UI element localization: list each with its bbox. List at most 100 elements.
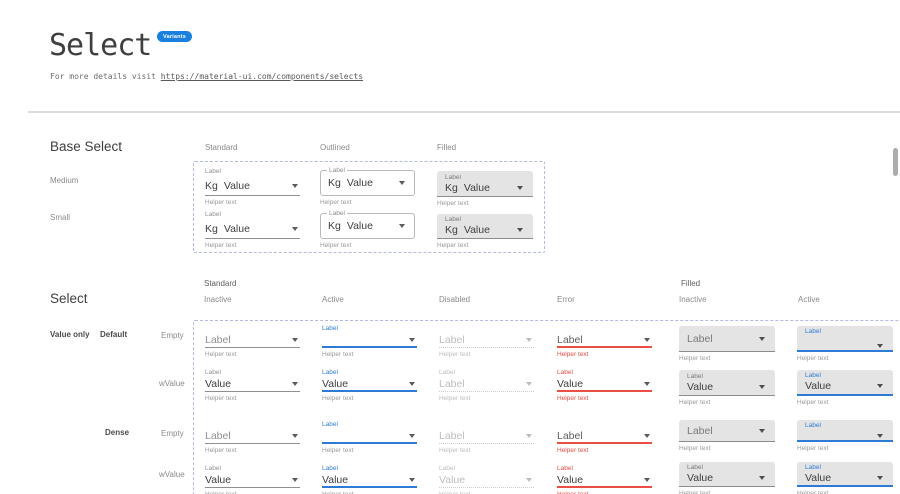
helper-text: Helper text <box>439 491 534 494</box>
select-value: Value <box>205 474 232 486</box>
select-dense-error-empty[interactable]: Label Helper text <box>557 420 652 454</box>
helper-text: Helper text <box>557 491 652 494</box>
select-dense-inactive-wvalue[interactable]: Label Value Helper text <box>205 464 300 494</box>
helper-text: Helper text <box>205 395 237 402</box>
dropdown-arrow-icon <box>399 181 405 185</box>
select-label: Label <box>322 421 338 428</box>
select-value: Label <box>439 378 465 390</box>
dropdown-arrow-icon <box>409 337 415 342</box>
column-header-active: Active <box>322 295 344 304</box>
select-value: Value <box>557 473 584 486</box>
select-placeholder: Label <box>557 429 583 442</box>
select-filled-inactive-wvalue[interactable]: Label Value Helper text <box>679 370 775 406</box>
select-active-wvalue[interactable]: Label Value Helper text <box>322 368 417 402</box>
select-filled-inactive-empty[interactable]: Label Helper text <box>679 326 775 362</box>
select-standard-medium[interactable]: Label Kg Value Helper text <box>205 167 300 206</box>
helper-text: Helper text <box>797 355 829 362</box>
select-matrix-heading: Select <box>50 291 88 306</box>
base-select-component-boundary <box>193 161 545 253</box>
helper-text: Helper text <box>557 395 589 402</box>
select-label: Label <box>322 325 338 332</box>
select-filled-active-wvalue[interactable]: Label Value Helper text <box>797 370 893 406</box>
select-label: Label <box>205 369 221 376</box>
column-header-filled-active: Active <box>798 295 820 304</box>
select-label: Label <box>322 369 338 376</box>
helper-text: Helper text <box>205 351 237 358</box>
variants-badge: Variants <box>157 31 193 42</box>
dropdown-arrow-icon <box>759 476 765 480</box>
select-value: Kg Value <box>205 222 250 235</box>
dropdown-arrow-icon <box>409 477 415 482</box>
select-disabled-wvalue: Label Label Helper text <box>439 368 534 402</box>
select-label: Label <box>327 210 347 218</box>
helper-text: Helper text <box>437 242 469 249</box>
select-value: Value <box>805 380 832 392</box>
select-value: Value <box>322 473 349 486</box>
dropdown-arrow-icon <box>409 381 415 386</box>
select-outlined-small[interactable]: Label Kg Value Helper text <box>320 210 415 249</box>
select-value: Kg Value <box>328 220 373 232</box>
select-inactive-empty[interactable]: Label Helper text <box>205 324 300 358</box>
select-dense-active-empty[interactable]: Label Helper text <box>322 420 417 454</box>
select-dense-active-wvalue[interactable]: Label Value Helper text <box>322 464 417 494</box>
dropdown-arrow-icon <box>517 228 523 232</box>
select-filled-dense-active-wvalue[interactable]: Label Value Helper text <box>797 462 893 494</box>
select-value: Kg Value <box>328 177 373 189</box>
select-inactive-wvalue[interactable]: Label Value Helper text <box>205 368 300 402</box>
select-dense-inactive-empty[interactable]: Label Helper text <box>205 420 300 454</box>
select-value: Value <box>557 377 584 390</box>
select-label: Label <box>445 216 461 223</box>
column-header-error: Error <box>557 295 575 304</box>
dropdown-arrow-icon <box>292 478 298 482</box>
helper-text: Helper text <box>679 490 711 494</box>
select-outlined-medium[interactable]: Label Kg Value Helper text <box>320 167 415 206</box>
helper-text: Helper text <box>320 242 352 249</box>
row-header-wvalue: wValue <box>159 379 185 388</box>
select-placeholder: Label <box>687 424 713 437</box>
dropdown-arrow-icon <box>409 433 415 438</box>
helper-text: Helper text <box>437 200 469 207</box>
select-value: Value <box>322 377 349 390</box>
docs-link[interactable]: https://material-ui.com/components/selec… <box>160 72 364 81</box>
select-label: Label <box>322 465 338 472</box>
select-value: Value <box>805 471 832 484</box>
select-value: Value <box>687 380 714 393</box>
helper-text: Helper text <box>797 399 829 406</box>
intro-text: For more details visit https://material-… <box>50 72 363 81</box>
select-filled-small[interactable]: Label Kg Value Helper text <box>437 214 533 249</box>
select-filled-dense-inactive-wvalue[interactable]: Label Value Helper text <box>679 462 775 494</box>
select-active-empty[interactable]: Label Helper text <box>322 324 417 358</box>
select-filled-active-empty[interactable]: Label Helper text <box>797 326 893 362</box>
select-value: Kg Value <box>205 179 250 192</box>
column-header-standard: Standard <box>205 143 238 152</box>
helper-text: Helper text <box>205 199 237 206</box>
select-filled-dense-active-empty[interactable]: Label Helper text <box>797 420 893 452</box>
helper-text: Helper text <box>679 399 711 406</box>
row-header-wvalue: wValue <box>159 470 185 479</box>
select-placeholder: Label <box>557 333 583 346</box>
vertical-scrollbar-thumb[interactable] <box>893 148 898 176</box>
helper-text: Helper text <box>322 351 354 358</box>
row-group-default: Default <box>100 330 128 339</box>
select-error-wvalue[interactable]: Label Value Helper text <box>557 368 652 402</box>
dropdown-arrow-icon <box>759 384 765 389</box>
dropdown-arrow-icon <box>292 338 298 342</box>
select-dense-disabled-wvalue: Label Value Helper text <box>439 464 534 494</box>
select-label: Label <box>445 173 461 181</box>
select-dense-error-wvalue[interactable]: Label Value Helper text <box>557 464 652 494</box>
select-filled-dense-inactive-empty[interactable]: Label Helper text <box>679 420 775 452</box>
row-header-empty: Empty <box>161 429 184 438</box>
select-filled-medium[interactable]: Label Kg Value Helper text <box>437 171 533 207</box>
helper-text: Helper text <box>322 447 354 454</box>
row-header-medium: Medium <box>50 176 79 185</box>
select-error-empty[interactable]: Label Helper text <box>557 324 652 358</box>
dropdown-arrow-icon <box>877 384 883 388</box>
select-standard-small[interactable]: Label Kg Value Helper text <box>205 210 300 249</box>
group-header-filled: Filled <box>681 279 701 288</box>
select-dense-disabled-empty: Label Helper text <box>439 420 534 454</box>
row-group-value-only: Value only <box>50 330 90 339</box>
dropdown-arrow-icon <box>759 336 765 341</box>
select-value: Kg Value <box>445 181 490 194</box>
select-label: Label <box>805 328 821 335</box>
select-placeholder: Label <box>439 430 465 442</box>
